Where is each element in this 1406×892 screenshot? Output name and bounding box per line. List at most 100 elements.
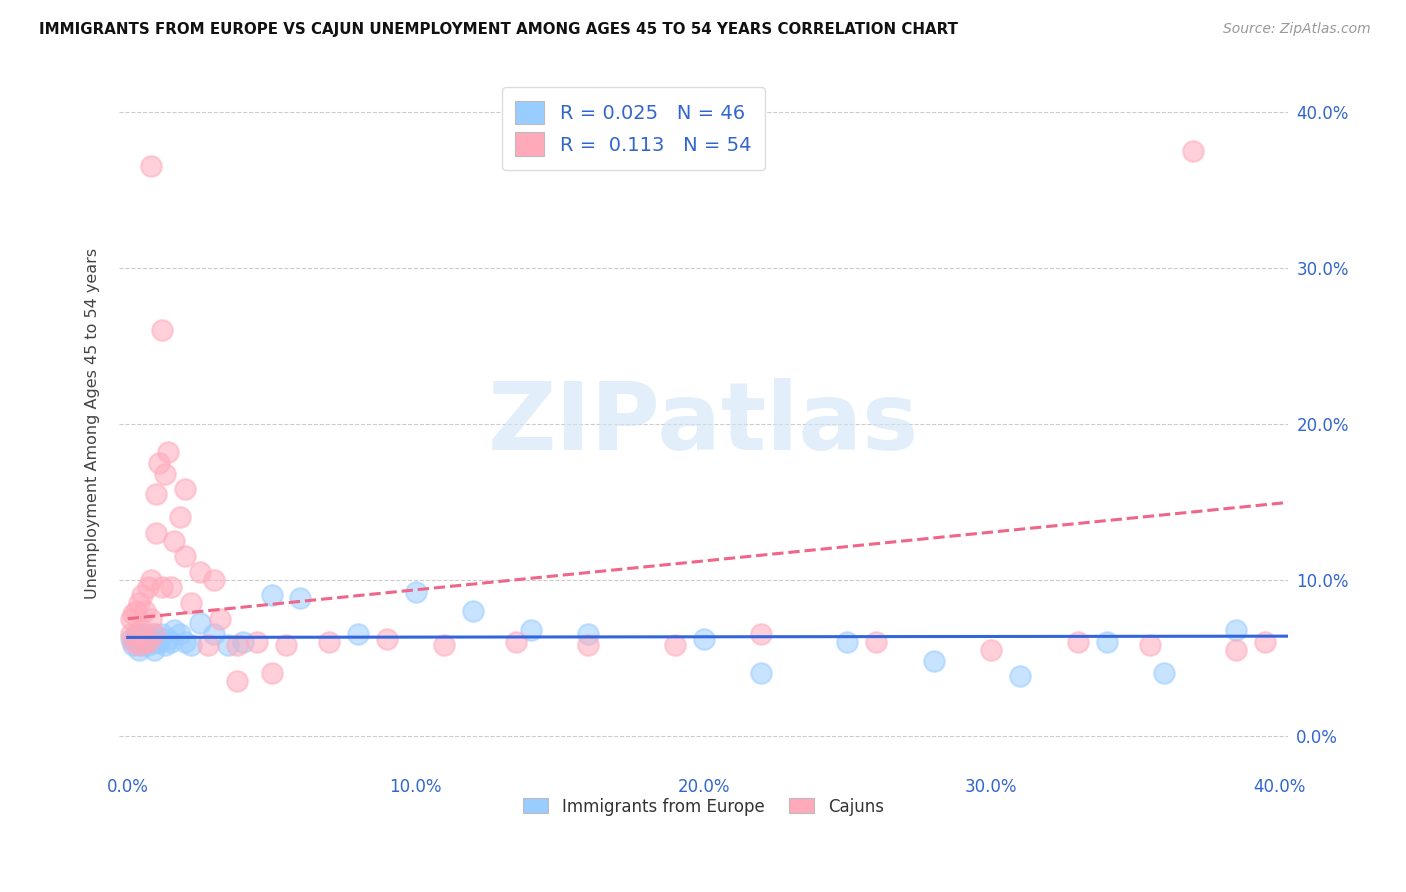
Point	[188, 616, 211, 631]
Point	[174, 482, 197, 496]
Point	[148, 635, 170, 649]
Point	[576, 627, 599, 641]
Point	[139, 635, 162, 649]
Point	[1153, 666, 1175, 681]
Point	[174, 549, 197, 564]
Point	[1067, 635, 1090, 649]
Point	[865, 635, 887, 649]
Point	[125, 629, 148, 643]
Point	[120, 632, 142, 646]
Point	[1225, 643, 1247, 657]
Point	[375, 632, 398, 646]
Point	[169, 510, 191, 524]
Point	[1139, 638, 1161, 652]
Point	[156, 444, 179, 458]
Point	[139, 159, 162, 173]
Point	[136, 635, 159, 649]
Point	[136, 581, 159, 595]
Point	[463, 604, 485, 618]
Point	[1225, 623, 1247, 637]
Point	[131, 632, 153, 646]
Point	[131, 623, 153, 637]
Point	[232, 635, 254, 649]
Point	[139, 612, 162, 626]
Point	[1254, 635, 1277, 649]
Point	[131, 638, 153, 652]
Point	[125, 635, 148, 649]
Point	[153, 638, 176, 652]
Point	[142, 627, 165, 641]
Point	[145, 632, 167, 646]
Point	[188, 565, 211, 579]
Point	[1010, 669, 1032, 683]
Point	[134, 604, 156, 618]
Point	[125, 627, 148, 641]
Point	[142, 643, 165, 657]
Point	[153, 467, 176, 481]
Point	[122, 607, 145, 621]
Point	[749, 627, 772, 641]
Point	[142, 627, 165, 641]
Text: Source: ZipAtlas.com: Source: ZipAtlas.com	[1223, 22, 1371, 37]
Point	[837, 635, 859, 649]
Point	[664, 638, 686, 652]
Point	[120, 612, 142, 626]
Legend: Immigrants from Europe, Cajuns: Immigrants from Europe, Cajuns	[515, 789, 891, 824]
Point	[226, 674, 249, 689]
Point	[128, 643, 150, 657]
Point	[405, 585, 427, 599]
Point	[163, 533, 186, 548]
Point	[134, 635, 156, 649]
Point	[197, 638, 219, 652]
Point	[145, 635, 167, 649]
Point	[128, 596, 150, 610]
Point	[139, 632, 162, 646]
Point	[318, 635, 340, 649]
Point	[202, 627, 225, 641]
Point	[1181, 144, 1204, 158]
Point	[169, 627, 191, 641]
Point	[749, 666, 772, 681]
Point	[692, 632, 714, 646]
Point	[134, 635, 156, 649]
Point	[980, 643, 1002, 657]
Point	[145, 487, 167, 501]
Point	[520, 623, 543, 637]
Point	[576, 638, 599, 652]
Point	[260, 666, 283, 681]
Text: ZIPatlas: ZIPatlas	[488, 377, 920, 470]
Point	[202, 573, 225, 587]
Point	[347, 627, 370, 641]
Point	[922, 654, 945, 668]
Point	[290, 591, 312, 606]
Point	[125, 604, 148, 618]
Point	[208, 612, 231, 626]
Point	[145, 525, 167, 540]
Point	[128, 638, 150, 652]
Point	[136, 638, 159, 652]
Text: IMMIGRANTS FROM EUROPE VS CAJUN UNEMPLOYMENT AMONG AGES 45 TO 54 YEARS CORRELATI: IMMIGRANTS FROM EUROPE VS CAJUN UNEMPLOY…	[39, 22, 959, 37]
Point	[433, 638, 456, 652]
Point	[260, 588, 283, 602]
Point	[150, 627, 173, 641]
Point	[505, 635, 527, 649]
Point	[122, 638, 145, 652]
Point	[246, 635, 269, 649]
Point	[128, 627, 150, 641]
Point	[274, 638, 297, 652]
Point	[180, 596, 202, 610]
Point	[217, 638, 239, 652]
Y-axis label: Unemployment Among Ages 45 to 54 years: Unemployment Among Ages 45 to 54 years	[86, 248, 100, 599]
Point	[150, 323, 173, 337]
Point	[226, 638, 249, 652]
Point	[122, 635, 145, 649]
Point	[150, 581, 173, 595]
Point	[160, 581, 183, 595]
Point	[136, 632, 159, 646]
Point	[139, 573, 162, 587]
Point	[180, 638, 202, 652]
Point	[156, 632, 179, 646]
Point	[120, 627, 142, 641]
Point	[1095, 635, 1118, 649]
Point	[174, 635, 197, 649]
